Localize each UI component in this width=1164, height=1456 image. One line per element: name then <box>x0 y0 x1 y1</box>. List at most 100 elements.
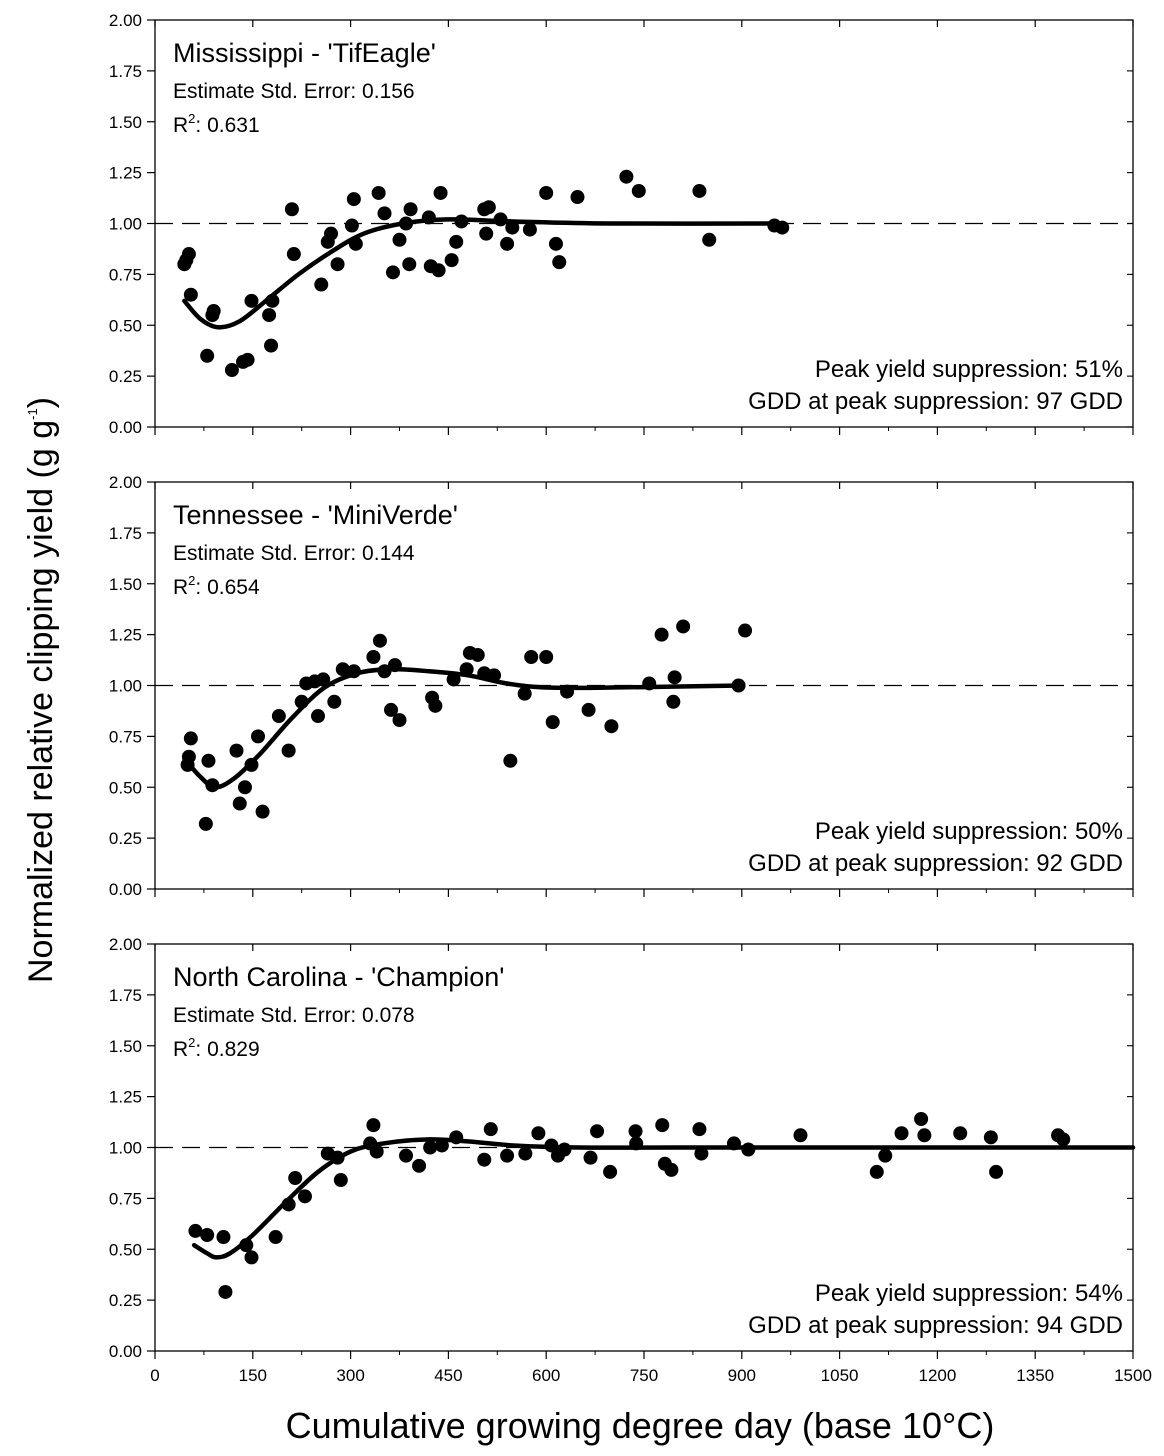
data-point <box>377 206 392 221</box>
r-squared-label: R2: 0.654 <box>173 573 260 599</box>
data-point <box>726 1136 741 1151</box>
y-tick-label: 0.25 <box>109 829 142 848</box>
data-point <box>232 796 247 811</box>
data-point <box>237 780 252 795</box>
y-tick-label: 1.75 <box>109 524 142 543</box>
data-point <box>583 1150 598 1165</box>
r-squared-superscript: 2 <box>188 573 195 588</box>
data-point <box>206 304 221 319</box>
data-point <box>738 623 753 638</box>
r-squared-label: R2: 0.829 <box>173 1035 260 1061</box>
data-point <box>500 236 515 251</box>
data-point <box>989 1164 1004 1179</box>
std-error-label: Estimate Std. Error: 0.144 <box>173 542 415 565</box>
data-point <box>346 664 361 679</box>
y-tick-label: 0.25 <box>109 367 142 386</box>
data-point <box>327 694 342 709</box>
data-point <box>676 619 691 634</box>
data-point <box>590 1124 605 1139</box>
r-squared-superscript: 2 <box>188 111 195 126</box>
x-tick-label: 450 <box>434 1366 462 1385</box>
x-tick-label: 1050 <box>821 1366 859 1385</box>
gdd-peak-label: GDD at peak suppression: 97 GDD <box>748 388 1123 415</box>
r-squared-prefix: R <box>173 1038 188 1061</box>
data-point <box>281 743 296 758</box>
data-point <box>531 1126 546 1141</box>
panel-1: 0.00 0.25 0.50 0.75 1.00 1.25 1.50 1.75 2.00 Miss… <box>109 11 1134 437</box>
data-point <box>545 715 560 730</box>
chart-panels: 0.00 0.25 0.50 0.75 1.00 1.25 1.50 1.75 2.00 Miss… <box>109 11 1152 1385</box>
data-point <box>316 672 331 687</box>
data-point <box>983 1130 998 1145</box>
data-point <box>654 627 669 642</box>
r-squared-value: : 0.631 <box>195 114 259 137</box>
data-point <box>775 220 790 235</box>
y-tick-label: 2.00 <box>109 473 142 492</box>
data-point <box>552 255 567 270</box>
data-point <box>181 247 196 262</box>
data-point <box>284 202 299 217</box>
data-point <box>581 702 596 717</box>
data-point <box>692 1122 707 1137</box>
data-point <box>470 647 485 662</box>
data-point <box>449 234 464 249</box>
x-tick-label: 900 <box>728 1366 756 1385</box>
x-axis-title: Cumulative growing degree day (base 10°C… <box>286 1405 995 1446</box>
peak-suppression-label: Peak yield suppression: 50% <box>815 818 1123 845</box>
data-point <box>664 1162 679 1177</box>
data-point <box>539 185 554 200</box>
y-axis-title-superscript: -1 <box>25 408 40 420</box>
data-point <box>518 1146 533 1161</box>
data-point <box>251 729 266 744</box>
y-tick-label: 0.75 <box>109 265 142 284</box>
data-point <box>201 753 216 768</box>
data-point <box>793 1128 808 1143</box>
data-point <box>333 1173 348 1188</box>
y-tick-label: 0.50 <box>109 778 142 797</box>
r-squared-value: : 0.654 <box>195 576 260 599</box>
data-point <box>239 1238 254 1253</box>
data-point <box>628 1124 643 1139</box>
peak-suppression-label: Peak yield suppression: 54% <box>815 1280 1123 1307</box>
r-squared-superscript: 2 <box>188 1035 195 1050</box>
data-point <box>603 1164 618 1179</box>
data-point <box>330 257 345 272</box>
y-tick-label: 1.25 <box>109 1088 142 1107</box>
data-point <box>244 293 259 308</box>
data-point <box>505 220 520 235</box>
data-point <box>297 1189 312 1204</box>
data-point <box>335 662 350 677</box>
peak-suppression-label: Peak yield suppression: 51% <box>815 356 1123 383</box>
x-tick-label: 600 <box>532 1366 560 1385</box>
data-point <box>517 686 532 701</box>
y-tick-label: 1.00 <box>109 1139 142 1158</box>
data-point <box>264 338 279 353</box>
data-point <box>377 664 392 679</box>
data-point <box>914 1112 929 1127</box>
data-point <box>385 265 400 280</box>
data-point <box>399 1148 414 1163</box>
y-tick-label: 0.00 <box>109 418 142 437</box>
x-tick-label: 150 <box>239 1366 267 1385</box>
data-point <box>371 185 386 200</box>
r-squared-label: R2: 0.631 <box>173 111 260 137</box>
data-point <box>294 694 309 709</box>
data-point <box>433 185 448 200</box>
x-tick-label: 0 <box>150 1366 159 1385</box>
data-point <box>539 650 554 665</box>
data-point <box>188 1223 203 1238</box>
data-point <box>372 633 387 648</box>
data-point <box>216 1230 231 1245</box>
data-point <box>200 1228 215 1243</box>
data-point <box>500 1148 515 1163</box>
data-point <box>604 719 619 734</box>
data-point <box>444 253 459 268</box>
data-point <box>240 352 255 367</box>
data-point <box>268 1230 283 1245</box>
y-tick-label: 1.75 <box>109 986 142 1005</box>
data-point <box>346 192 361 207</box>
data-point <box>183 731 198 746</box>
data-point <box>619 169 634 184</box>
data-point <box>412 1158 427 1173</box>
